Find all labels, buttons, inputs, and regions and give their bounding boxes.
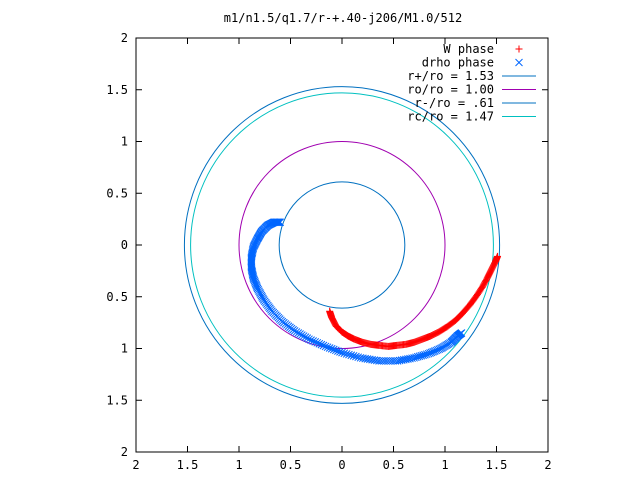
drho-phase-point: [349, 352, 358, 360]
w-phase-point: [494, 252, 502, 260]
x-tick-label: 2: [132, 458, 139, 472]
chart-title: m1/n1.5/q1.7/r-+.40-j206/M1.0/512: [224, 11, 462, 25]
drho-phase-point: [327, 344, 336, 353]
drho-phase-point: [331, 346, 340, 355]
drho-phase-point: [301, 333, 310, 341]
drho-phase-point: [315, 339, 324, 348]
drho-phase-point: [370, 356, 379, 364]
drho-phase-point: [363, 355, 372, 363]
drho-phase-point: [251, 278, 259, 286]
drho-phase-point: [303, 334, 312, 343]
legend-label: drho phase: [422, 56, 494, 70]
drho-phase-point: [251, 279, 260, 288]
drho-phase-point: [252, 280, 260, 289]
drho-phase-point: [325, 344, 334, 352]
drho-phase-point: [342, 350, 351, 358]
drho-phase-point: [345, 350, 353, 359]
circle-curve: [278, 181, 406, 309]
drho-phase-point: [336, 348, 344, 356]
drho-phase-point: [347, 351, 356, 360]
y-tick-label: 1.5: [106, 83, 128, 97]
drho-phase-point: [338, 348, 346, 357]
drho-phase-point: [323, 343, 332, 352]
legend-label: rc/ro = 1.47: [407, 110, 494, 124]
drho-phase-point: [313, 338, 322, 347]
drho-phase-point: [321, 342, 330, 351]
x-tick-label: 1.5: [486, 458, 508, 472]
x-tick-label: 0.5: [280, 458, 302, 472]
drho-phase-point: [368, 355, 376, 364]
drho-phase-point: [252, 282, 261, 290]
drho-phase-point: [309, 337, 318, 345]
y-tick-label: 0: [121, 238, 128, 252]
drho-phase-point: [340, 349, 349, 358]
drho-phase-point: [249, 274, 258, 282]
x-tick-label: 2: [544, 458, 551, 472]
drho-phase-point: [250, 275, 258, 284]
drho-phase-point: [294, 329, 303, 337]
drho-phase-point: [292, 328, 301, 336]
legend-label: ro/ro = 1.00: [407, 83, 494, 97]
drho-phase-point: [317, 340, 326, 349]
legend-label: r+/ro = 1.53: [407, 69, 494, 83]
drho-phase-point: [334, 347, 342, 355]
drho-phase-point: [356, 353, 365, 362]
y-tick-label: 2: [121, 31, 128, 45]
x-tick-label: 1: [235, 458, 242, 472]
drho-phase-point: [359, 354, 367, 363]
drho-phase-point: [250, 276, 259, 285]
drho-phase-point: [307, 336, 315, 344]
drho-phase-point: [319, 341, 328, 350]
drho-phase-point: [297, 331, 306, 339]
drho-phase-point: [305, 335, 313, 344]
legend-label: W phase: [443, 42, 494, 56]
y-tick-label: 0.5: [106, 186, 128, 200]
drho-phase-point: [296, 330, 304, 338]
x-tick-label: 0: [338, 458, 345, 472]
drho-phase-point: [311, 338, 320, 346]
y-tick-label: 1: [121, 342, 128, 356]
drho-phase-point: [457, 329, 466, 337]
y-tick-label: 0.5: [106, 290, 128, 304]
legend-label: r-/ro = .61: [415, 96, 494, 110]
circle-curve: [238, 141, 446, 349]
y-tick-label: 1: [121, 135, 128, 149]
x-tick-label: 0.5: [383, 458, 405, 472]
drho-phase-point: [352, 352, 360, 361]
drho-phase-point: [354, 353, 363, 362]
y-tick-label: 2: [121, 445, 128, 459]
circle-curve: [190, 92, 494, 398]
legend-marker-sample: [515, 58, 523, 67]
x-tick-label: 1: [441, 458, 448, 472]
drho-phase-point: [365, 355, 374, 364]
drho-phase-point: [329, 345, 338, 354]
x-tick-label: 1.5: [177, 458, 199, 472]
drho-phase-point: [290, 327, 299, 335]
y-tick-label: 1.5: [106, 393, 128, 407]
circle-curve: [183, 86, 501, 404]
legend-marker-sample: [515, 45, 523, 53]
drho-phase-point: [361, 354, 370, 363]
drho-phase-point: [299, 332, 308, 340]
